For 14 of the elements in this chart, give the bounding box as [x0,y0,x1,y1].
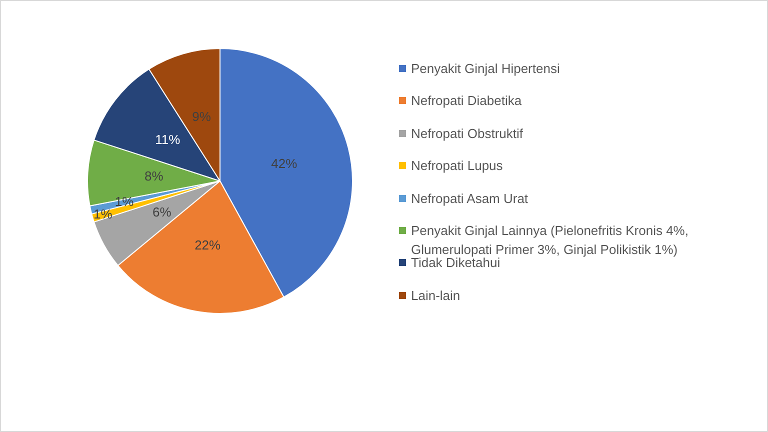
legend-label: Nefropati Lupus [411,157,503,176]
data-label: 6% [152,204,172,220]
legend-label: Nefropati Obstruktif [411,124,523,143]
data-label: 11% [155,132,181,147]
legend-label: Nefropati Asam Urat [411,190,528,208]
legend-label: Penyakit Ginjal Hipertensi [411,60,560,78]
legend-label: Lain-lain [411,286,460,305]
data-label: 9% [192,108,212,124]
data-label: 22% [194,238,222,253]
data-label: 8% [144,168,164,184]
legend-label: Penyakit Ginjal Lainnya (Pielonefritis Kronis 4%, Glumerulopati Primer 3%, Ginjal Polikistik 1%) [411,222,690,258]
data-label: 42% [271,156,298,172]
legend-label: Nefropati Diabetika [411,92,522,110]
legend-label: Tidak Diketahui [411,255,500,272]
